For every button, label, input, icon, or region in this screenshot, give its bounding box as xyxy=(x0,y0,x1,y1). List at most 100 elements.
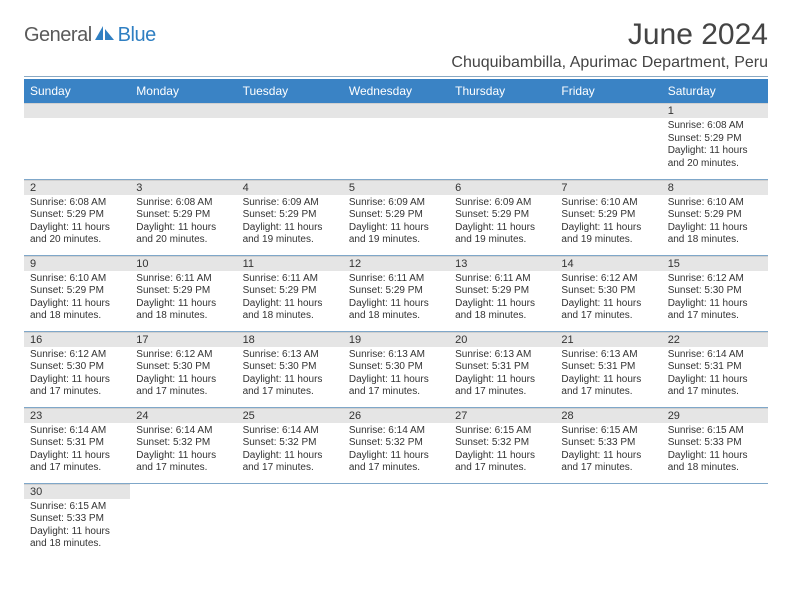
calendar-week-row: 2Sunrise: 6:08 AMSunset: 5:29 PMDaylight… xyxy=(24,179,768,255)
day-number: 13 xyxy=(449,256,555,271)
calendar-week-row: 1Sunrise: 6:08 AMSunset: 5:29 PMDaylight… xyxy=(24,103,768,179)
weekday-header: Thursday xyxy=(449,79,555,103)
day-details: Sunrise: 6:15 AMSunset: 5:33 PMDaylight:… xyxy=(662,423,768,479)
sunrise-text: Sunrise: 6:13 AM xyxy=(561,349,655,362)
day-details: Sunrise: 6:12 AMSunset: 5:30 PMDaylight:… xyxy=(662,271,768,327)
calendar-day-cell xyxy=(130,483,236,559)
calendar-day-cell: 17Sunrise: 6:12 AMSunset: 5:30 PMDayligh… xyxy=(130,331,236,407)
day-number: 24 xyxy=(130,408,236,423)
calendar-day-cell: 4Sunrise: 6:09 AMSunset: 5:29 PMDaylight… xyxy=(237,179,343,255)
sunset-text: Sunset: 5:30 PM xyxy=(30,361,124,374)
calendar-day-cell: 10Sunrise: 6:11 AMSunset: 5:29 PMDayligh… xyxy=(130,255,236,331)
sunset-text: Sunset: 5:29 PM xyxy=(243,209,337,222)
calendar-week-row: 16Sunrise: 6:12 AMSunset: 5:30 PMDayligh… xyxy=(24,331,768,407)
day-number-empty xyxy=(449,103,555,118)
daylight-text: Daylight: 11 hours and 17 minutes. xyxy=(349,450,443,475)
day-details: Sunrise: 6:14 AMSunset: 5:32 PMDaylight:… xyxy=(130,423,236,479)
sunset-text: Sunset: 5:29 PM xyxy=(455,209,549,222)
calendar-day-cell: 30Sunrise: 6:15 AMSunset: 5:33 PMDayligh… xyxy=(24,483,130,559)
day-number: 2 xyxy=(24,180,130,195)
calendar-day-cell: 20Sunrise: 6:13 AMSunset: 5:31 PMDayligh… xyxy=(449,331,555,407)
day-number: 23 xyxy=(24,408,130,423)
day-number: 4 xyxy=(237,180,343,195)
calendar-day-cell xyxy=(343,483,449,559)
calendar-day-cell: 22Sunrise: 6:14 AMSunset: 5:31 PMDayligh… xyxy=(662,331,768,407)
calendar-week-row: 30Sunrise: 6:15 AMSunset: 5:33 PMDayligh… xyxy=(24,483,768,559)
sunset-text: Sunset: 5:30 PM xyxy=(136,361,230,374)
header-rule xyxy=(24,76,768,77)
calendar-day-cell: 29Sunrise: 6:15 AMSunset: 5:33 PMDayligh… xyxy=(662,407,768,483)
daylight-text: Daylight: 11 hours and 17 minutes. xyxy=(668,298,762,323)
sunset-text: Sunset: 5:31 PM xyxy=(668,361,762,374)
day-details: Sunrise: 6:11 AMSunset: 5:29 PMDaylight:… xyxy=(449,271,555,327)
daylight-text: Daylight: 11 hours and 20 minutes. xyxy=(668,145,762,170)
sunrise-text: Sunrise: 6:13 AM xyxy=(455,349,549,362)
sunrise-text: Sunrise: 6:11 AM xyxy=(136,273,230,286)
sunset-text: Sunset: 5:29 PM xyxy=(30,209,124,222)
sunrise-text: Sunrise: 6:15 AM xyxy=(561,425,655,438)
day-number: 3 xyxy=(130,180,236,195)
calendar-day-cell: 15Sunrise: 6:12 AMSunset: 5:30 PMDayligh… xyxy=(662,255,768,331)
calendar-day-cell xyxy=(343,103,449,179)
sunrise-text: Sunrise: 6:09 AM xyxy=(243,197,337,210)
sunrise-text: Sunrise: 6:11 AM xyxy=(243,273,337,286)
day-number: 11 xyxy=(237,256,343,271)
sunrise-text: Sunrise: 6:15 AM xyxy=(668,425,762,438)
daylight-text: Daylight: 11 hours and 19 minutes. xyxy=(561,222,655,247)
calendar-day-cell: 5Sunrise: 6:09 AMSunset: 5:29 PMDaylight… xyxy=(343,179,449,255)
sunrise-text: Sunrise: 6:09 AM xyxy=(455,197,549,210)
daylight-text: Daylight: 11 hours and 17 minutes. xyxy=(455,450,549,475)
sunrise-text: Sunrise: 6:13 AM xyxy=(243,349,337,362)
sunrise-text: Sunrise: 6:13 AM xyxy=(349,349,443,362)
day-details: Sunrise: 6:14 AMSunset: 5:32 PMDaylight:… xyxy=(343,423,449,479)
calendar-day-cell: 21Sunrise: 6:13 AMSunset: 5:31 PMDayligh… xyxy=(555,331,661,407)
day-number: 8 xyxy=(662,180,768,195)
month-title: June 2024 xyxy=(451,18,768,52)
calendar-day-cell: 3Sunrise: 6:08 AMSunset: 5:29 PMDaylight… xyxy=(130,179,236,255)
daylight-text: Daylight: 11 hours and 20 minutes. xyxy=(136,222,230,247)
daylight-text: Daylight: 11 hours and 17 minutes. xyxy=(668,374,762,399)
weekday-header: Monday xyxy=(130,79,236,103)
daylight-text: Daylight: 11 hours and 18 minutes. xyxy=(455,298,549,323)
day-details: Sunrise: 6:09 AMSunset: 5:29 PMDaylight:… xyxy=(449,195,555,251)
sunset-text: Sunset: 5:30 PM xyxy=(243,361,337,374)
day-details: Sunrise: 6:11 AMSunset: 5:29 PMDaylight:… xyxy=(237,271,343,327)
calendar-table: Sunday Monday Tuesday Wednesday Thursday… xyxy=(24,79,768,559)
day-number: 9 xyxy=(24,256,130,271)
calendar-day-cell xyxy=(237,483,343,559)
daylight-text: Daylight: 11 hours and 18 minutes. xyxy=(30,526,124,551)
sunset-text: Sunset: 5:29 PM xyxy=(349,285,443,298)
sunrise-text: Sunrise: 6:12 AM xyxy=(561,273,655,286)
calendar-day-cell xyxy=(555,483,661,559)
daylight-text: Daylight: 11 hours and 19 minutes. xyxy=(455,222,549,247)
logo-sail-icon xyxy=(94,24,116,47)
calendar-day-cell: 7Sunrise: 6:10 AMSunset: 5:29 PMDaylight… xyxy=(555,179,661,255)
day-number: 27 xyxy=(449,408,555,423)
day-number: 7 xyxy=(555,180,661,195)
sunrise-text: Sunrise: 6:08 AM xyxy=(668,120,762,133)
title-block: June 2024 Chuquibambilla, Apurimac Depar… xyxy=(451,18,768,72)
day-number: 10 xyxy=(130,256,236,271)
sunset-text: Sunset: 5:30 PM xyxy=(349,361,443,374)
daylight-text: Daylight: 11 hours and 17 minutes. xyxy=(30,450,124,475)
sunrise-text: Sunrise: 6:10 AM xyxy=(668,197,762,210)
day-number: 20 xyxy=(449,332,555,347)
day-details: Sunrise: 6:10 AMSunset: 5:29 PMDaylight:… xyxy=(24,271,130,327)
calendar-day-cell: 9Sunrise: 6:10 AMSunset: 5:29 PMDaylight… xyxy=(24,255,130,331)
calendar-day-cell xyxy=(130,103,236,179)
sunset-text: Sunset: 5:29 PM xyxy=(349,209,443,222)
calendar-day-cell xyxy=(24,103,130,179)
calendar-day-cell xyxy=(449,103,555,179)
day-number: 15 xyxy=(662,256,768,271)
sunrise-text: Sunrise: 6:12 AM xyxy=(136,349,230,362)
day-number: 30 xyxy=(24,484,130,499)
sunset-text: Sunset: 5:29 PM xyxy=(136,285,230,298)
day-details: Sunrise: 6:09 AMSunset: 5:29 PMDaylight:… xyxy=(237,195,343,251)
day-number-empty xyxy=(24,103,130,118)
sunset-text: Sunset: 5:31 PM xyxy=(30,437,124,450)
day-details: Sunrise: 6:14 AMSunset: 5:32 PMDaylight:… xyxy=(237,423,343,479)
sunset-text: Sunset: 5:29 PM xyxy=(455,285,549,298)
calendar-day-cell: 11Sunrise: 6:11 AMSunset: 5:29 PMDayligh… xyxy=(237,255,343,331)
daylight-text: Daylight: 11 hours and 17 minutes. xyxy=(561,374,655,399)
daylight-text: Daylight: 11 hours and 17 minutes. xyxy=(136,450,230,475)
